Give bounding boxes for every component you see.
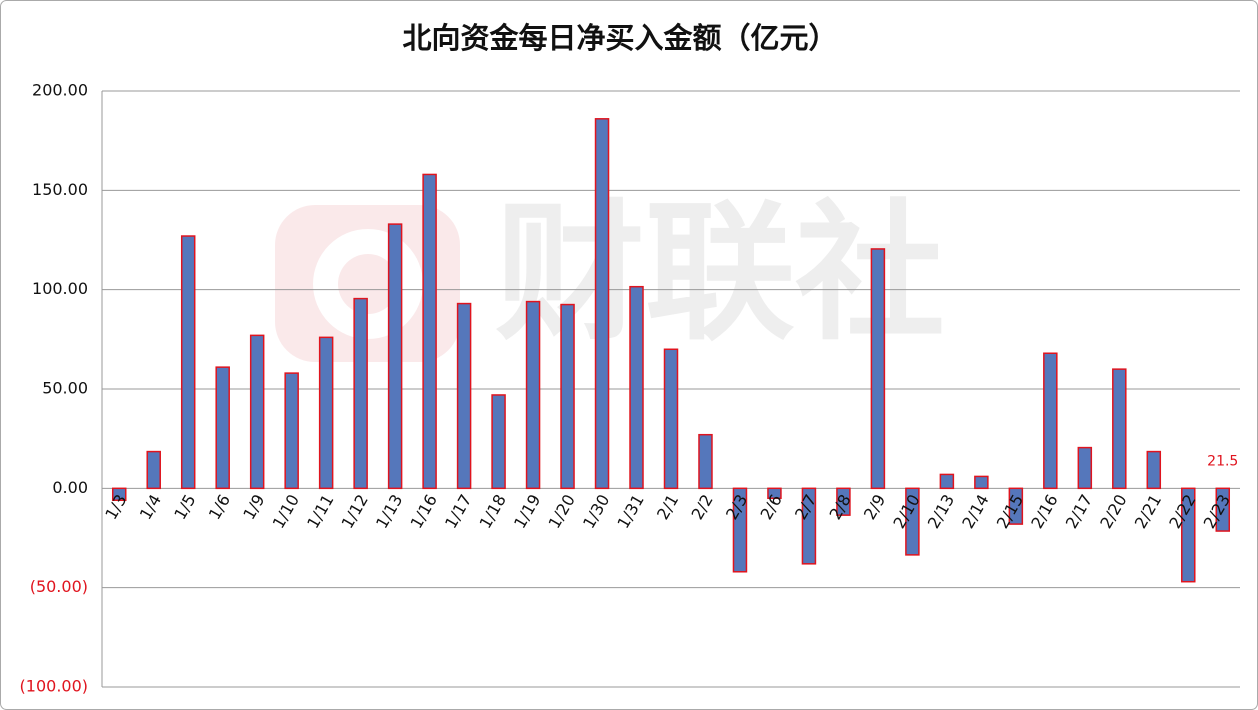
bar xyxy=(215,366,230,490)
chart-title: 北向资金每日净买入金额（亿元） xyxy=(402,21,837,55)
bar xyxy=(491,394,506,490)
bar xyxy=(1215,487,1231,532)
bar xyxy=(456,302,472,490)
bar xyxy=(1146,450,1162,490)
bar xyxy=(1008,487,1024,525)
bar xyxy=(939,473,955,490)
bar xyxy=(180,235,196,490)
bar xyxy=(1077,446,1093,490)
y-tick-label: 200.00 xyxy=(32,81,88,100)
bar xyxy=(698,433,713,490)
bar xyxy=(767,487,782,500)
bar xyxy=(732,487,748,573)
bar xyxy=(560,303,575,490)
y-tick-label: (50.00) xyxy=(30,577,88,596)
bar xyxy=(905,487,920,556)
bar xyxy=(318,336,334,490)
bar xyxy=(629,285,644,490)
y-tick-label: 50.00 xyxy=(42,379,88,398)
bar xyxy=(146,450,161,490)
bar xyxy=(422,173,437,490)
bar xyxy=(594,118,610,490)
bar xyxy=(663,348,679,490)
y-tick-label: (100.00) xyxy=(20,677,88,696)
bar xyxy=(111,487,127,502)
y-tick-label: 100.00 xyxy=(32,279,88,298)
bar xyxy=(801,487,817,565)
bar xyxy=(353,297,368,490)
bar xyxy=(387,223,403,490)
bar xyxy=(249,334,265,490)
bar xyxy=(836,487,851,516)
bar xyxy=(1043,352,1058,490)
bar xyxy=(974,475,989,490)
bar xyxy=(870,248,886,490)
bar xyxy=(284,372,299,490)
bar xyxy=(1112,368,1127,490)
y-tick-label: 150.00 xyxy=(32,180,88,199)
bar xyxy=(1181,487,1196,583)
value-label: 21.5 xyxy=(1207,453,1238,469)
y-tick-label: 0.00 xyxy=(52,478,88,497)
bar xyxy=(525,300,541,490)
